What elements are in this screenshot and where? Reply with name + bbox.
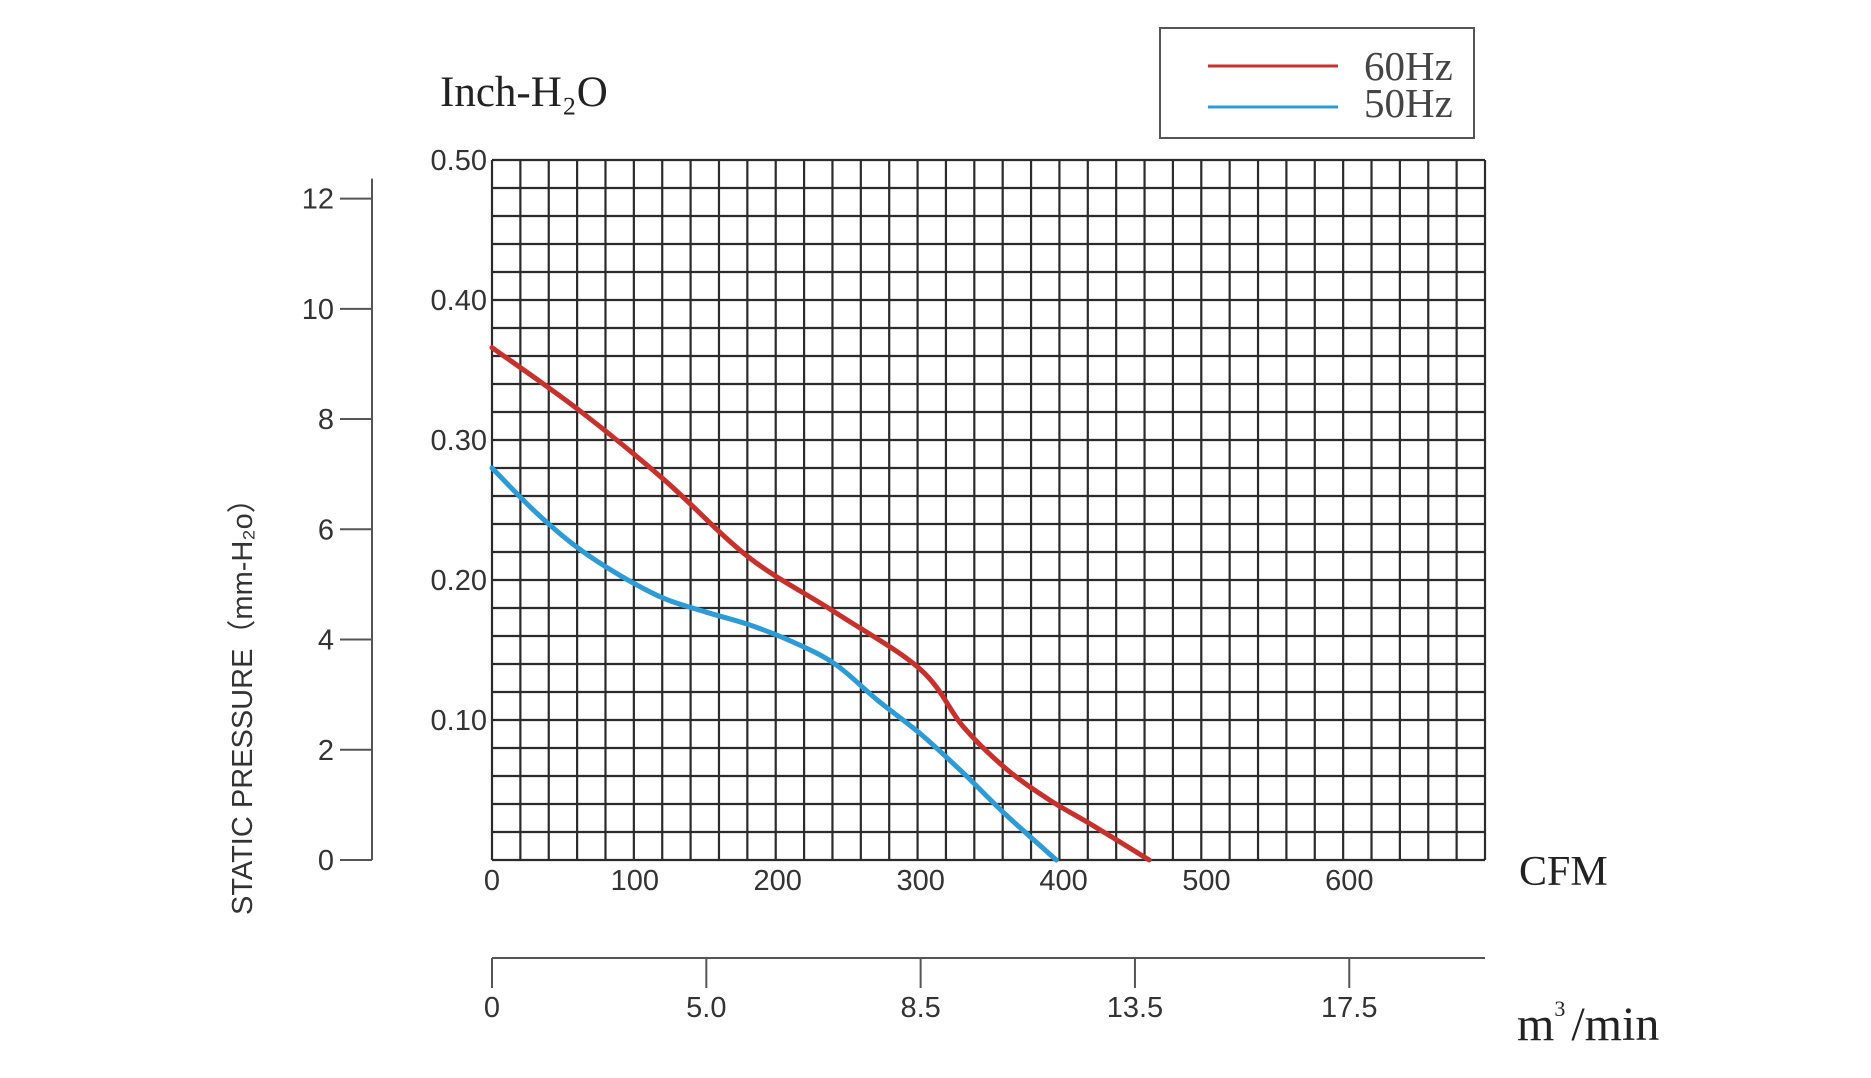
series-line-50hz: [489, 465, 1059, 863]
x-m3-tick-label: 8.5: [900, 992, 940, 1024]
plot-grid: [490, 158, 1487, 862]
y-inch-axis: 0.50 0.40 0.30 0.20 0.10: [431, 145, 487, 737]
x-cfm-tick-label: 100: [611, 865, 659, 897]
y-mm-tick-label: 12: [302, 184, 334, 216]
x-m3-tick-label: 13.5: [1107, 992, 1163, 1024]
y-inch-tick-label: 0.50: [431, 145, 487, 177]
y-inch-tick-label: 0.20: [431, 565, 487, 597]
x-m3-tick-label: 17.5: [1321, 992, 1377, 1024]
x-m3-label-rest: /min: [1571, 998, 1659, 1051]
x-cfm-axis: 0 100 200 300 400 500 600: [484, 865, 1374, 897]
x-cfm-tick-label: 0: [484, 865, 500, 897]
series-line-60hz: [489, 345, 1152, 863]
y-mm-tick-label: 8: [318, 404, 334, 436]
y-mm-tick-label: 2: [318, 735, 334, 767]
legend-box: [1159, 27, 1475, 139]
x-m3-tick-label: 5.0: [686, 992, 726, 1024]
y-mm-tick-label: 10: [302, 294, 334, 326]
x-m3-label-sup: 3: [1554, 996, 1565, 1021]
legend-label-60hz: 60Hz: [1364, 43, 1453, 89]
y-mm-axis-label: STATIC PRESSURE（mm-H₂o）: [227, 484, 259, 915]
y-mm-axis: 12 10 8 6 4 2 0: [302, 178, 373, 877]
x-cfm-tick-label: 600: [1325, 865, 1373, 897]
x-cfm-tick-label: 200: [754, 865, 802, 897]
legend-label-50hz: 50Hz: [1364, 80, 1453, 126]
x-cfm-tick-label: 400: [1039, 865, 1087, 897]
x-cfm-label: CFM: [1519, 849, 1608, 895]
y-mm-tick-label: 4: [318, 625, 334, 657]
x-m3-axis: 0 5.0 8.5 13.5 17.5: [484, 957, 1485, 1024]
y-mm-tick-label: 0: [318, 845, 334, 877]
y-mm-tick-label: 6: [318, 514, 334, 546]
y-inch-unit-label: Inch-H₂O: [440, 69, 608, 116]
series-layer: [489, 345, 1152, 863]
y-inch-tick-label: 0.30: [431, 425, 487, 457]
x-m3-tick-label: 0: [484, 992, 500, 1024]
x-m3-label-main: m: [1517, 998, 1554, 1051]
x-cfm-tick-label: 500: [1182, 865, 1230, 897]
y-inch-tick-label: 0.40: [431, 285, 487, 317]
x-m3-label: m3/min: [1517, 996, 1659, 1051]
x-cfm-tick-label: 300: [896, 865, 944, 897]
y-inch-tick-label: 0.10: [431, 705, 487, 737]
legend: 60Hz 50Hz: [1159, 27, 1475, 139]
